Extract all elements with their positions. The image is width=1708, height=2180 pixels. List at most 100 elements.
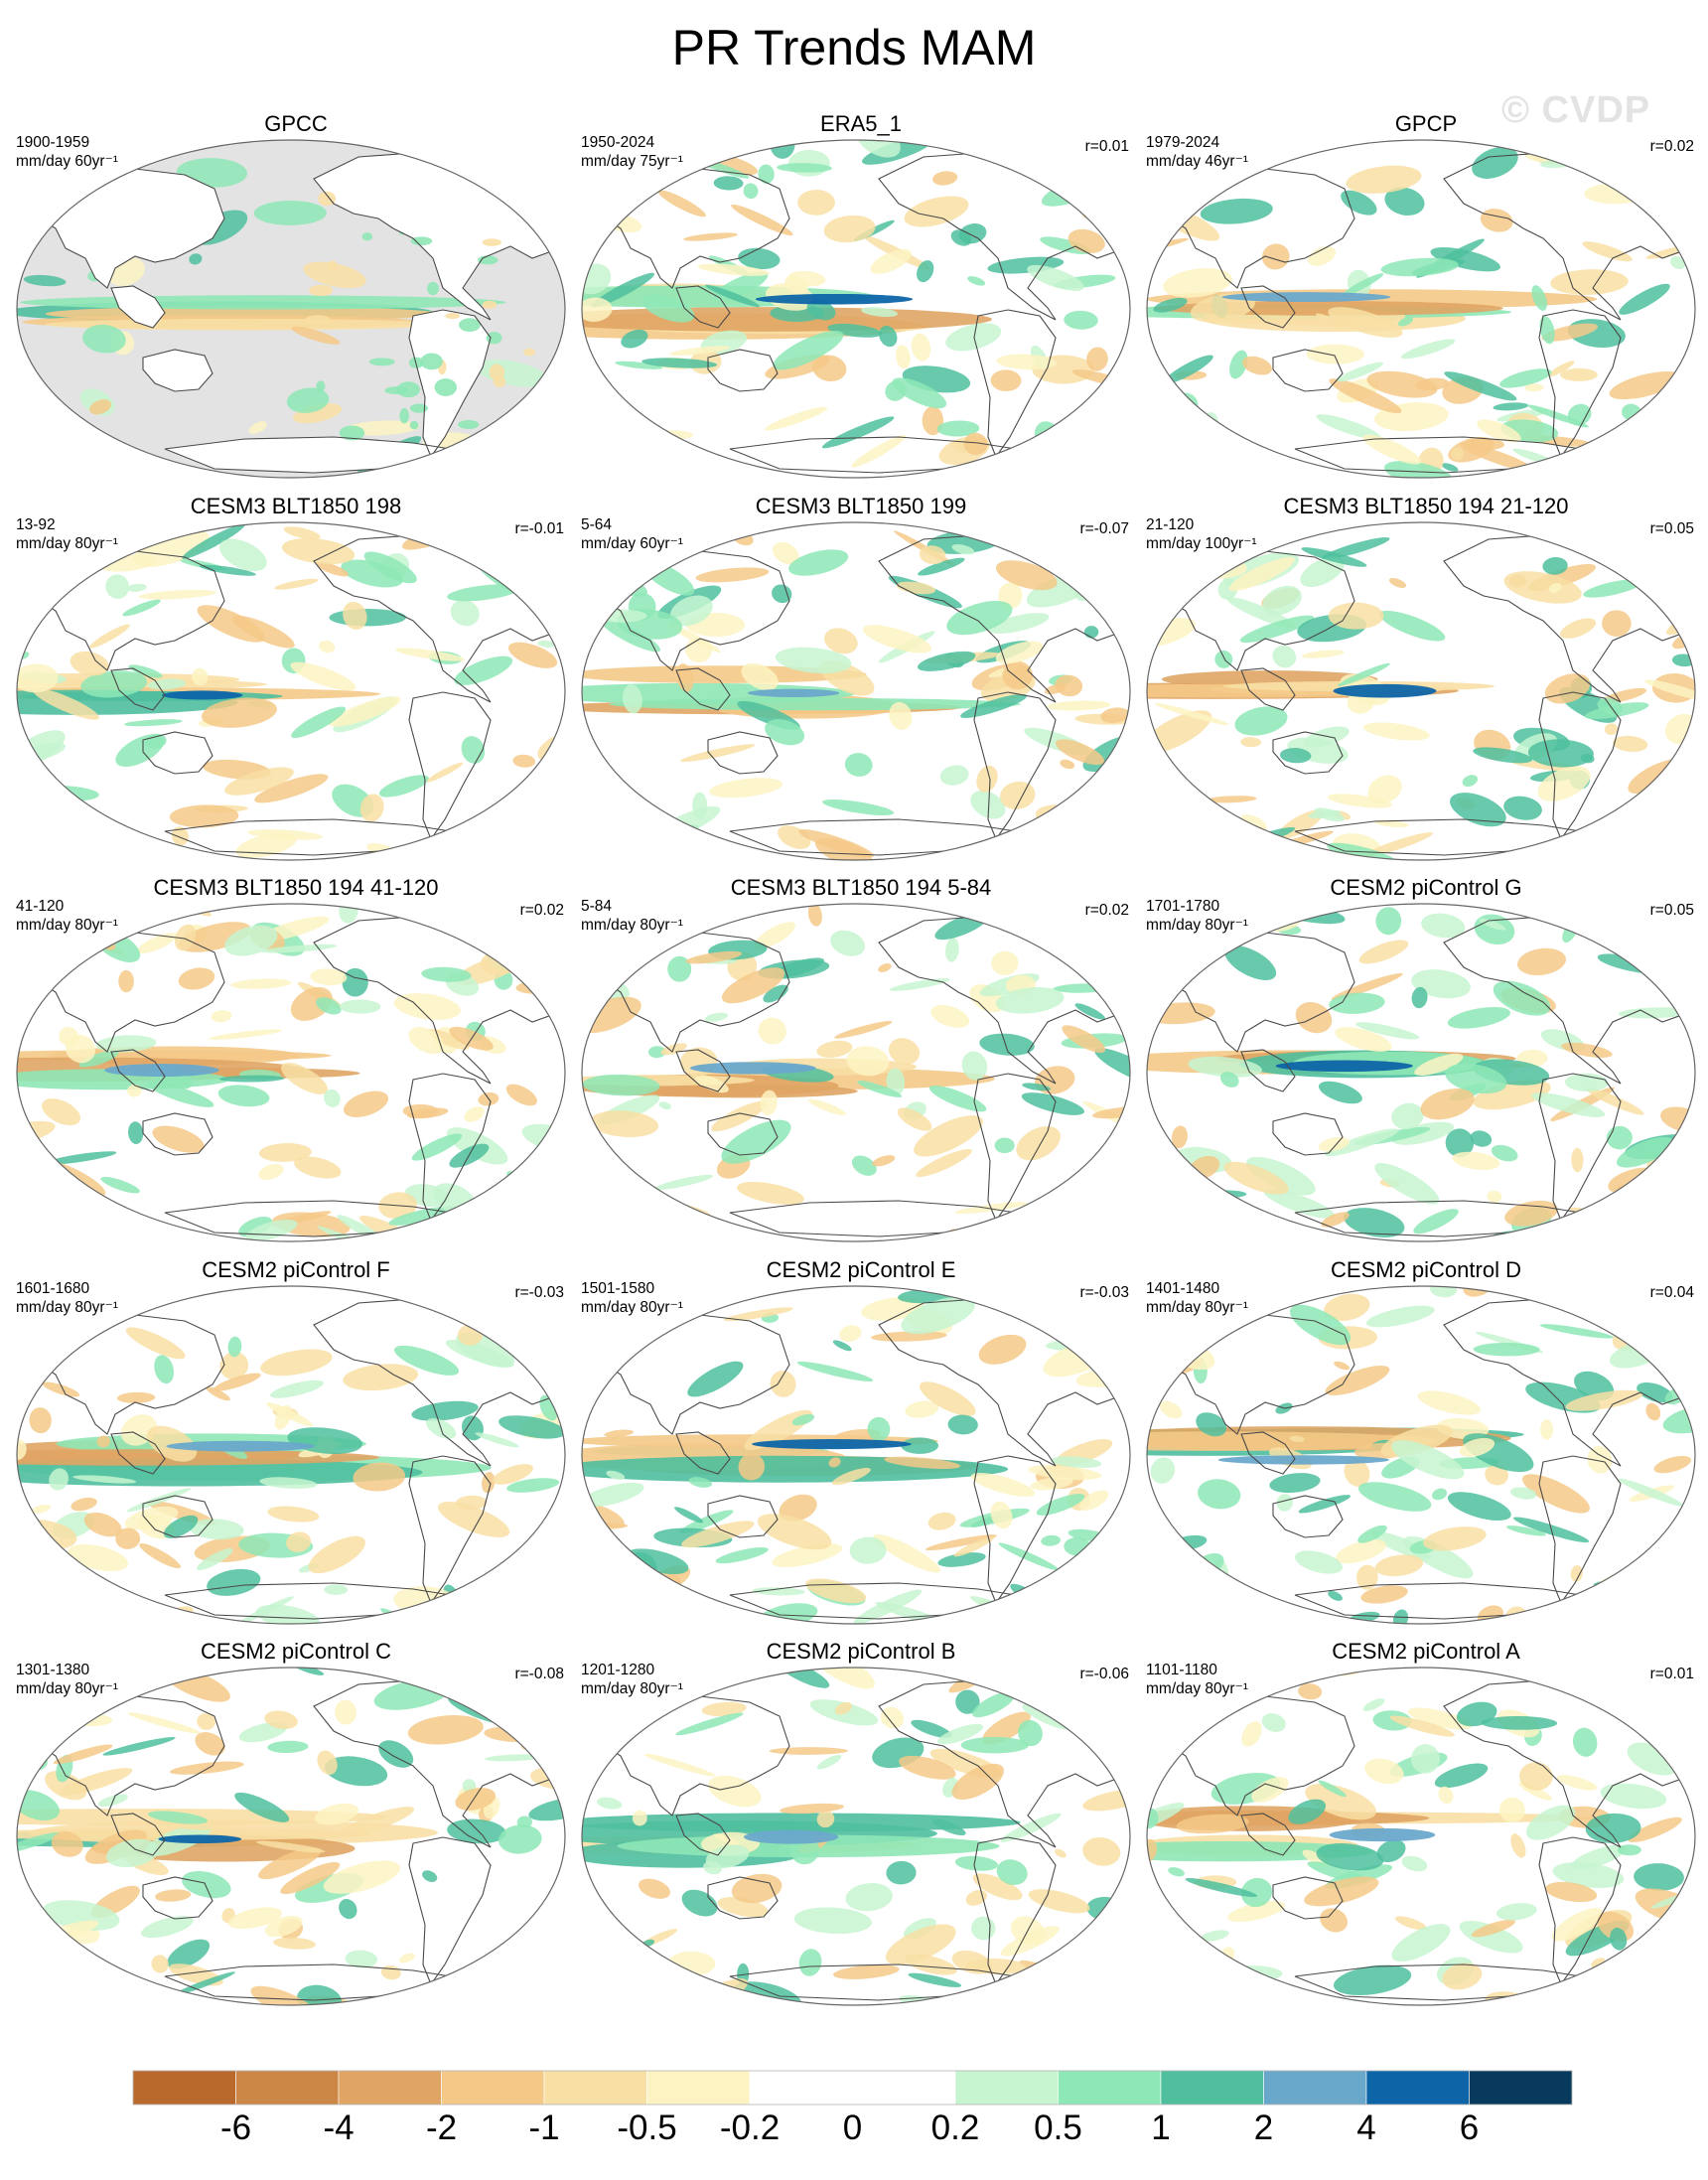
- trend-blob: [988, 613, 1050, 634]
- trend-blob: [1539, 1324, 1614, 1339]
- trend-blob: [102, 1737, 176, 1756]
- trend-blob: [83, 1512, 122, 1537]
- trend-blob: [697, 263, 770, 276]
- trend-blob: [1300, 556, 1345, 588]
- trend-blob: [1503, 796, 1542, 820]
- colorbar-swatch: [1365, 2070, 1470, 2106]
- map-border: [581, 1667, 1131, 2006]
- coastline: [1165, 1314, 1355, 1435]
- coastline: [1240, 1813, 1296, 1856]
- trend-blob: [665, 1611, 729, 1624]
- trend-blob: [174, 924, 197, 951]
- trend-blob: [1388, 578, 1407, 588]
- trend-blob: [582, 997, 592, 1011]
- trend-blob: [899, 1755, 956, 1780]
- panel-correlation: r=0.02: [1649, 138, 1694, 155]
- trend-blob: [765, 719, 805, 746]
- trend-blob: [660, 1043, 687, 1056]
- trend-blob: [1200, 1930, 1229, 1942]
- trend-blob: [274, 578, 319, 590]
- trend-blob: [1570, 1565, 1583, 1582]
- trend-blob: [191, 667, 209, 686]
- trend-blob: [17, 1938, 59, 1966]
- trend-blob: [1198, 1479, 1241, 1510]
- trend-blob: [1298, 1683, 1323, 1700]
- trend-blob: [319, 640, 336, 654]
- map-canvas: [16, 903, 566, 1242]
- coastline: [600, 168, 790, 289]
- trend-blob: [1327, 794, 1393, 808]
- trend-blob: [1314, 807, 1345, 822]
- trend-blob: [1544, 1605, 1620, 1624]
- trend-blob: [1510, 760, 1581, 772]
- trend-blob: [769, 1747, 848, 1755]
- trend-blob: [1394, 1916, 1427, 1931]
- trend-blob: [1170, 173, 1217, 191]
- panel-title: CESM3 BLT1850 198: [190, 494, 402, 518]
- trend-blob: [72, 1475, 137, 1484]
- trend-blob: [1561, 1042, 1613, 1058]
- trend-blob: [105, 574, 130, 599]
- trend-blob: [1301, 650, 1345, 658]
- trend-blob: [1226, 597, 1295, 628]
- trend-blob: [1584, 183, 1646, 205]
- trend-blob: [59, 1027, 79, 1047]
- trend-blob: [421, 966, 472, 982]
- trend-blob: [1325, 1365, 1390, 1395]
- trend-blob: [147, 678, 187, 690]
- trend-blob: [361, 232, 373, 241]
- trend-blob: [1073, 1991, 1090, 2005]
- trend-blob: [1360, 1585, 1408, 1604]
- trend-blob: [1362, 434, 1422, 465]
- colorbar-swatch: [543, 2070, 647, 2106]
- trend-blob: [484, 1982, 546, 2005]
- map-border: [1146, 903, 1696, 1242]
- trend-blob: [1046, 700, 1111, 711]
- trend-blob: [1328, 307, 1403, 338]
- trend-blob: [409, 403, 428, 413]
- trend-blob: [1023, 522, 1064, 551]
- trend-blob: [960, 1668, 1006, 1676]
- panel-title: CESM3 BLT1850 194 41-120: [153, 875, 439, 900]
- trend-blob: [721, 967, 785, 1004]
- trend-blob: [582, 176, 607, 201]
- trend-blob: [1079, 1490, 1109, 1511]
- trend-blob: [1618, 1007, 1692, 1019]
- trend-blob: [1147, 1838, 1157, 1862]
- trend-blob: [1401, 1855, 1428, 1872]
- trend-blob: [342, 1807, 414, 1836]
- trend-blob: [1525, 1805, 1576, 1840]
- trend-band: [17, 1449, 380, 1466]
- trend-blob: [1240, 737, 1262, 748]
- trend-blob: [955, 1689, 980, 1714]
- land-mask: [143, 350, 213, 391]
- trend-blob: [589, 1110, 659, 1138]
- trend-blob: [1609, 370, 1682, 400]
- trend-blob: [1547, 361, 1575, 377]
- trend-blob: [25, 791, 46, 810]
- trend-blob: [115, 1527, 141, 1549]
- trend-blob: [1545, 1881, 1598, 1903]
- colorbar-swatch: [749, 2070, 853, 2106]
- panel-units: mm/day 80yr⁻¹: [581, 1299, 683, 1316]
- colorbar-swatch: [852, 2070, 956, 2106]
- trend-blob: [731, 204, 793, 236]
- trend-blob: [343, 601, 367, 630]
- trend-blob: [1107, 465, 1126, 478]
- panel-title: CESM2 piControl B: [766, 1639, 956, 1664]
- trend-blob: [886, 1860, 917, 1885]
- trend-blob: [1055, 674, 1083, 697]
- trend-blob: [602, 1556, 642, 1575]
- panel-correlation: r=0.05: [1649, 520, 1694, 537]
- map-border: [581, 521, 1131, 861]
- trend-blob: [1462, 775, 1479, 787]
- trend-blob: [1628, 1817, 1682, 1843]
- trend-blob: [70, 651, 109, 676]
- trend-blob: [197, 1547, 233, 1571]
- trend-blob: [1155, 702, 1229, 726]
- trend-blob: [1200, 198, 1273, 224]
- trend-blob: [232, 615, 295, 649]
- colorbar-tick-label: 0.2: [930, 2108, 980, 2147]
- trend-blob: [1363, 722, 1430, 741]
- trend-blob: [378, 1740, 414, 1768]
